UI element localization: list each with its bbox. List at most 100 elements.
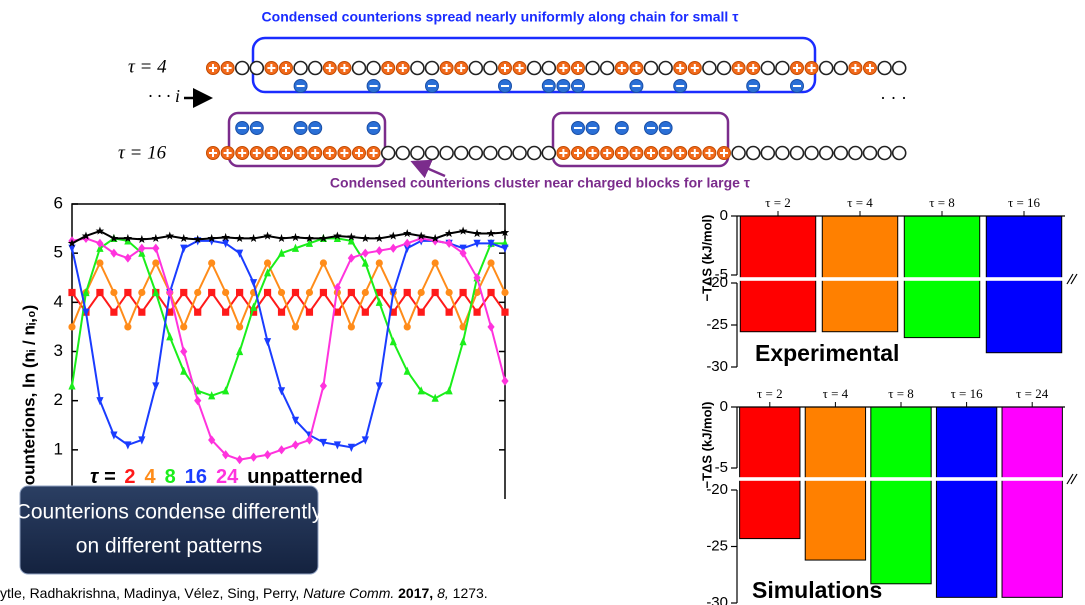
- marker: [151, 233, 161, 243]
- marker: [138, 436, 146, 445]
- marker: [263, 288, 272, 297]
- marker: [68, 381, 76, 390]
- marker: [333, 233, 341, 243]
- citation-pages: 1273.: [453, 585, 488, 601]
- marker: [389, 337, 397, 346]
- marker: [263, 259, 272, 267]
- marker: [333, 231, 342, 240]
- callout-box: [19, 485, 319, 575]
- neutral-bead: [599, 60, 615, 76]
- marker: [82, 287, 90, 297]
- y-tick-label: 3: [54, 341, 63, 360]
- marker: [361, 288, 369, 297]
- y-tick-label: 4: [54, 292, 63, 311]
- neutral-bead: [731, 145, 746, 161]
- marker: [124, 288, 132, 297]
- marker: [347, 288, 355, 297]
- marker: [82, 308, 90, 317]
- marker: [208, 259, 216, 267]
- marker: [417, 386, 425, 395]
- bar: [870, 406, 932, 585]
- marker: [67, 238, 77, 247]
- marker: [319, 233, 328, 243]
- marker: [277, 308, 286, 316]
- neutral-bead: [249, 60, 265, 76]
- plus: [325, 149, 334, 157]
- category-label: τ = 4: [847, 195, 873, 210]
- marker: [500, 228, 510, 237]
- plus: [252, 149, 261, 157]
- marker: [347, 236, 355, 245]
- marker: [180, 244, 188, 253]
- marker: [361, 258, 369, 267]
- marker: [375, 382, 383, 391]
- plus: [559, 64, 568, 72]
- marker: [333, 308, 341, 316]
- plus: [647, 149, 655, 157]
- marker: [222, 239, 230, 248]
- y-tick-label: 0: [720, 398, 728, 415]
- marker: [402, 229, 412, 238]
- plus: [720, 149, 728, 157]
- marker: [249, 308, 258, 316]
- plus: [851, 64, 860, 72]
- marker: [138, 308, 146, 316]
- marker: [473, 308, 481, 316]
- plus: [793, 64, 801, 72]
- marker: [166, 287, 174, 298]
- neutral-bead: [395, 145, 411, 161]
- marker: [277, 248, 286, 257]
- marker: [319, 381, 328, 391]
- plus: [690, 149, 699, 157]
- marker: [277, 288, 286, 297]
- y-axis-label: of Counterions, ln (nᵢ / nᵢ,₀): [19, 305, 38, 519]
- plus: [749, 64, 758, 72]
- marker: [249, 279, 258, 288]
- marker: [180, 323, 188, 331]
- neutral-bead: [366, 60, 381, 76]
- legend: τ = 2 4 8 16 24 unpatterned: [90, 466, 363, 488]
- marker: [123, 233, 133, 243]
- marker: [236, 455, 244, 465]
- bar: [903, 215, 981, 339]
- plus: [398, 64, 407, 72]
- chain-diagram: Condensed counterions spread nearly unif…: [118, 9, 907, 191]
- marker: [333, 282, 341, 293]
- marker: [110, 431, 118, 440]
- caption-arrow: [410, 159, 446, 179]
- marker: [138, 288, 146, 297]
- neutral-bead: [760, 145, 776, 161]
- category-label: τ = 4: [823, 386, 849, 401]
- marker: [375, 288, 383, 297]
- neutral-bead: [775, 60, 790, 76]
- plus: [632, 64, 641, 72]
- plus: [807, 64, 816, 72]
- neutral-bead: [643, 60, 659, 76]
- y-tick-label: -30: [706, 358, 728, 375]
- marker: [445, 238, 453, 248]
- marker: [110, 288, 118, 297]
- neutral-bead: [658, 60, 673, 76]
- plus: [311, 149, 320, 157]
- plus: [238, 149, 247, 157]
- marker: [152, 287, 160, 297]
- y-tick-label: 6: [54, 193, 63, 212]
- marker: [501, 244, 509, 253]
- marker: [305, 435, 314, 445]
- bar: [935, 406, 998, 598]
- marker: [277, 387, 286, 396]
- break-mark: [1066, 473, 1078, 485]
- marker: [236, 323, 244, 331]
- series-line: [71, 260, 506, 330]
- neutral-bead: [862, 145, 878, 161]
- legend-entry: unpatterned: [247, 466, 363, 488]
- marker: [81, 231, 91, 240]
- neutral-bead: [848, 145, 863, 161]
- y-tick-label: -5: [715, 459, 728, 476]
- marker: [291, 232, 300, 242]
- plus: [223, 149, 232, 157]
- y-tick-label: -20: [706, 481, 728, 498]
- marker: [430, 233, 440, 243]
- marker: [138, 243, 146, 253]
